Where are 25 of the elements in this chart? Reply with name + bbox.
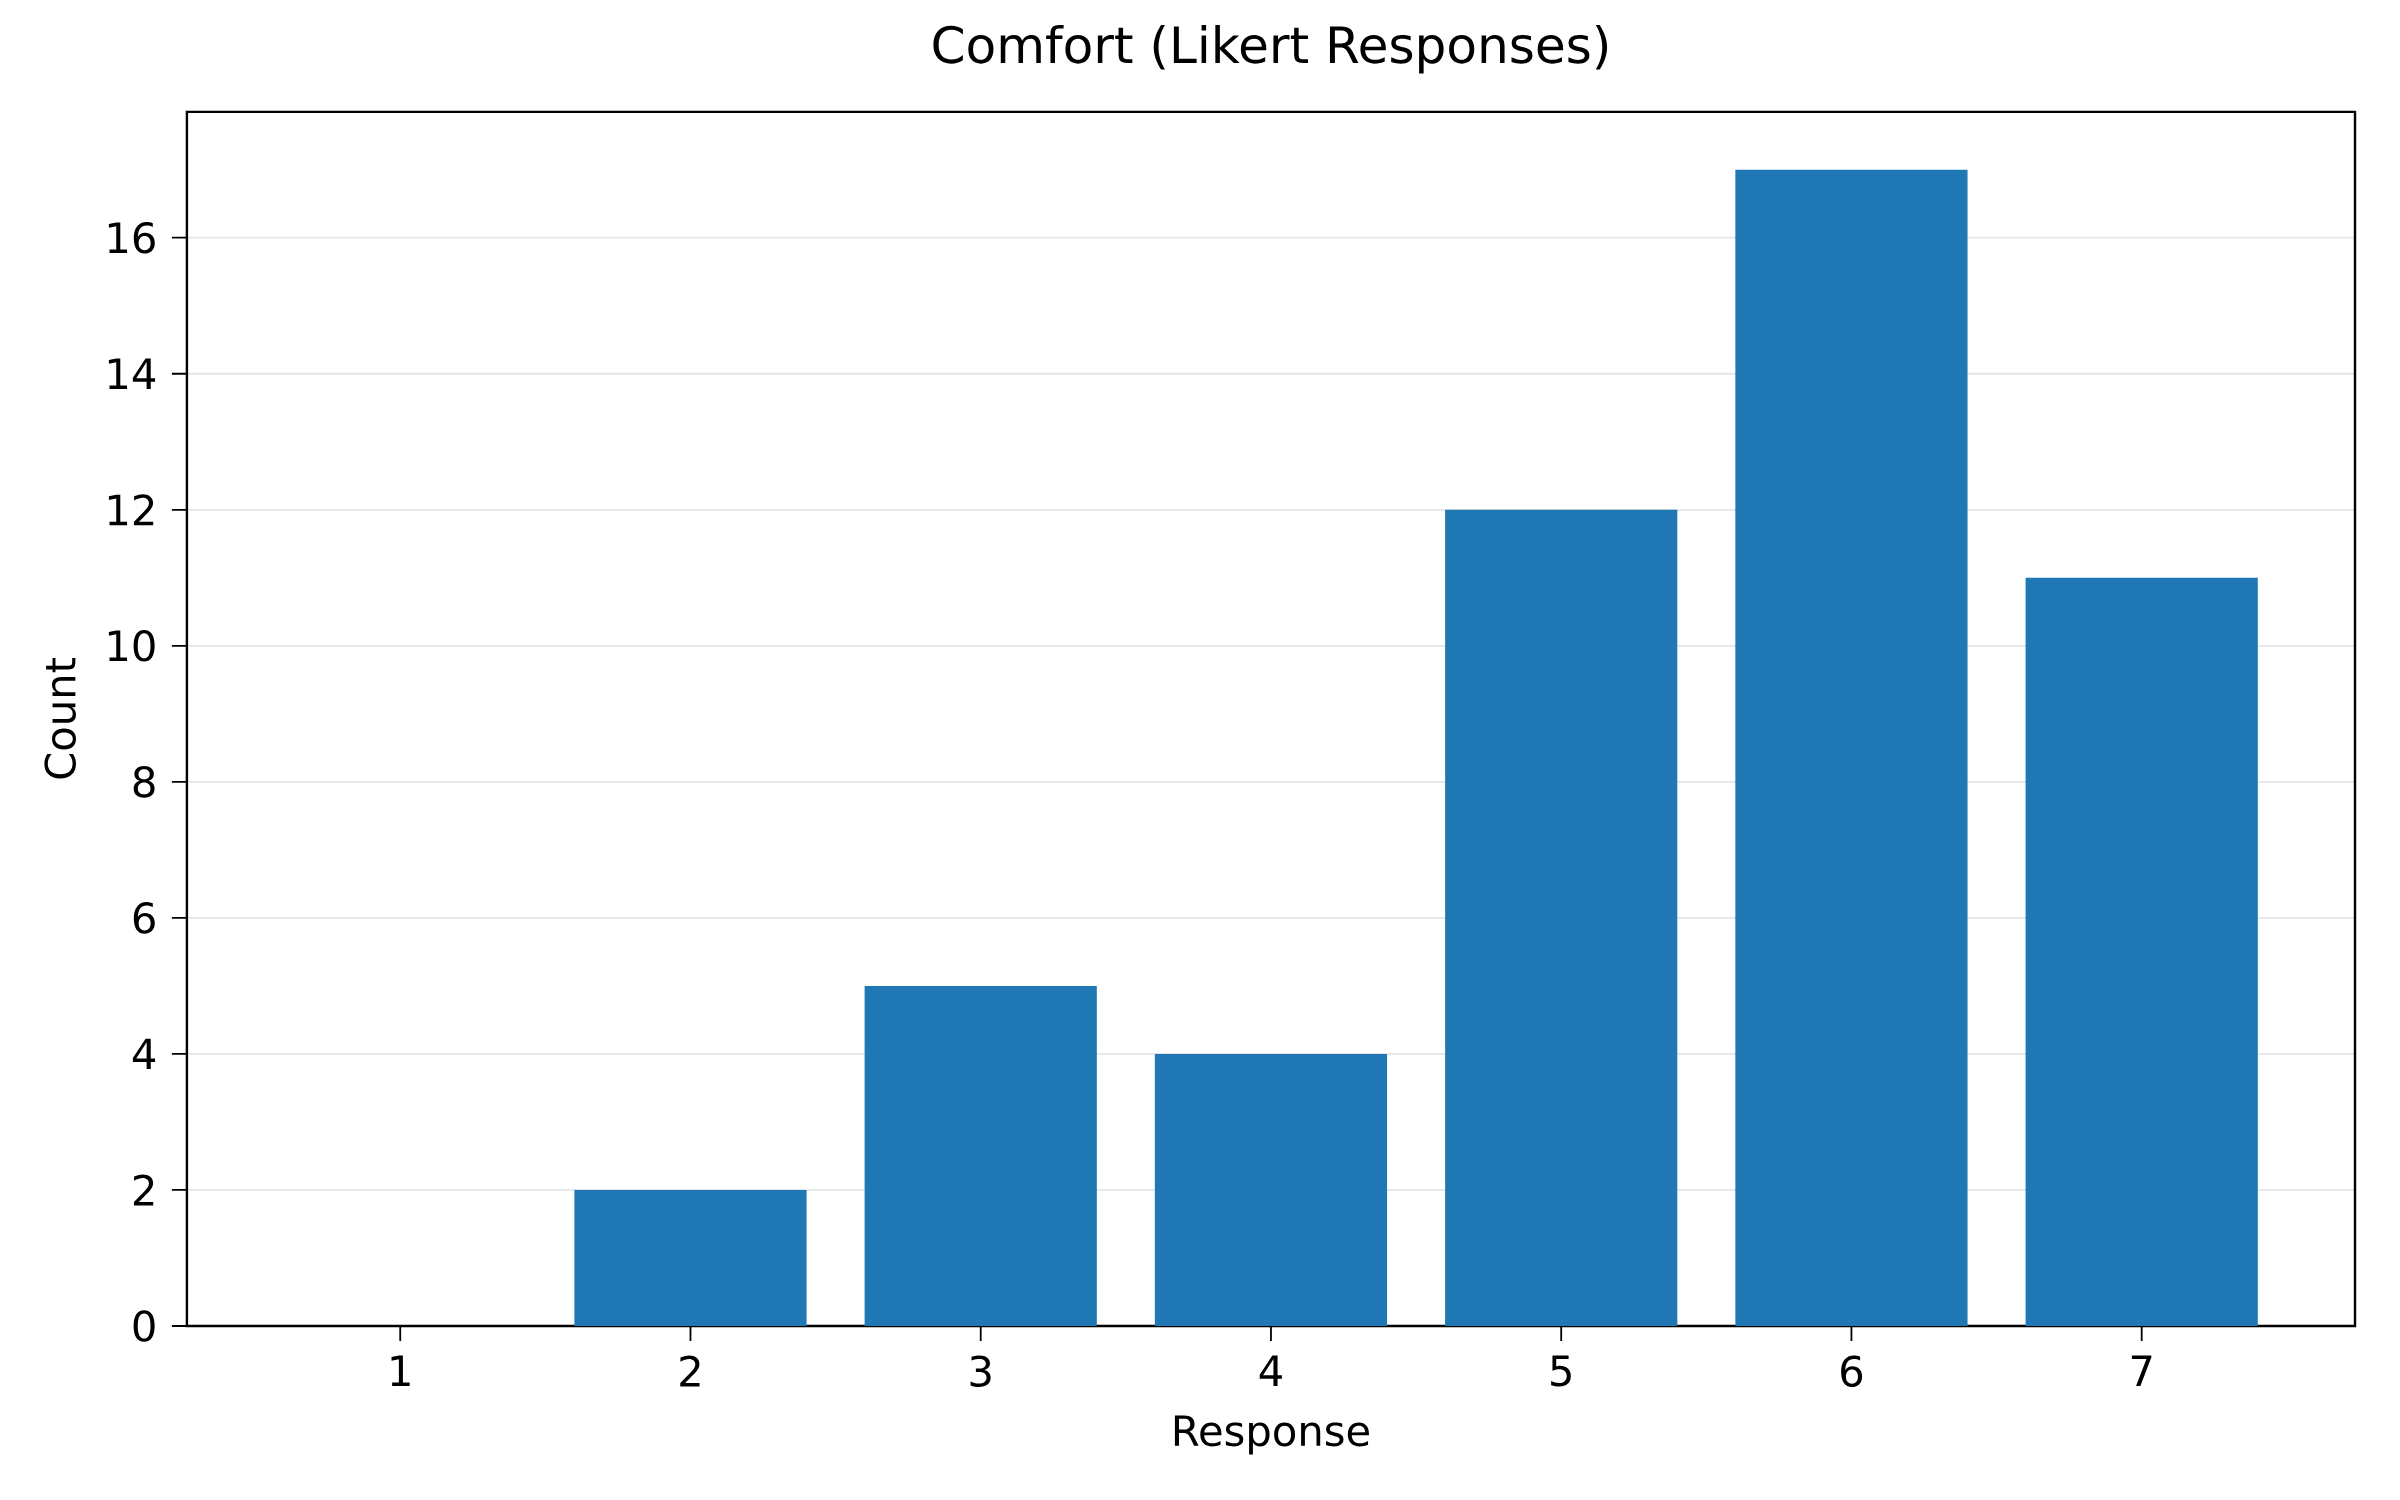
- y-tick-label: 4: [132, 1038, 156, 1070]
- bar: [2025, 577, 2258, 1326]
- bar: [574, 1189, 807, 1326]
- x-tick-label: 7: [2131, 1355, 2152, 1386]
- x-tick-label: 2: [680, 1355, 700, 1387]
- y-tick-label: 16: [108, 221, 155, 254]
- x-tick-label: 6: [1841, 1355, 1863, 1388]
- bar: [1154, 1053, 1388, 1326]
- y-tick-label: 8: [133, 766, 155, 798]
- bar: [1445, 509, 1678, 1326]
- bar: [864, 985, 1097, 1326]
- y-tick-label: 0: [133, 1310, 155, 1342]
- y-tick-label: 6: [133, 902, 155, 934]
- bar: [1735, 169, 1968, 1326]
- chart-title: Comfort (Likert Responses): [933, 24, 1608, 74]
- x-axis-title: Response: [1174, 1415, 1369, 1455]
- y-tick-label: 2: [133, 1174, 154, 1206]
- y-tick-label: 10: [108, 630, 155, 662]
- x-tick-label: 3: [970, 1355, 991, 1388]
- x-tick-label: 4: [1259, 1355, 1282, 1386]
- y-tick-label: 12: [108, 494, 154, 526]
- x-tick-label: 5: [1551, 1355, 1571, 1387]
- y-tick-label: 14: [108, 358, 156, 389]
- y-axis-title: Count: [44, 658, 76, 779]
- x-tick-label: 1: [391, 1355, 410, 1386]
